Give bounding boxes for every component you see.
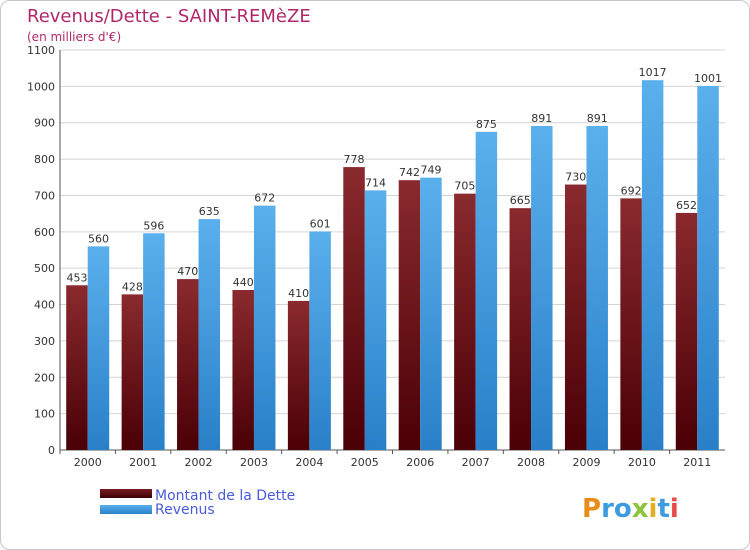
- bar-debt: [398, 180, 421, 450]
- x-tick-label: 2001: [129, 456, 157, 469]
- bar-debt: [675, 212, 698, 450]
- bar-debt: [66, 285, 88, 450]
- y-tick-label: 300: [34, 335, 55, 348]
- data-label: 742: [399, 166, 420, 179]
- bar-debt: [620, 198, 642, 450]
- bar-debt: [454, 193, 476, 451]
- y-tick-label: 1100: [27, 44, 55, 57]
- bar-revenue: [87, 246, 110, 450]
- bar-debt: [509, 208, 532, 450]
- data-label: 1001: [694, 72, 722, 85]
- data-label: 635: [199, 205, 220, 218]
- x-tick-label: 2009: [572, 456, 600, 469]
- data-label: 410: [288, 287, 309, 300]
- data-label: 692: [621, 184, 642, 197]
- bar-revenue: [309, 231, 331, 450]
- data-label: 601: [310, 217, 331, 230]
- bar-revenue: [198, 219, 221, 450]
- x-tick-label: 2002: [185, 456, 213, 469]
- bar-revenue: [697, 86, 719, 450]
- x-tick-label: 2007: [462, 456, 490, 469]
- bar-debt: [177, 279, 199, 450]
- x-tick-label: 2005: [351, 456, 379, 469]
- bar-revenue: [586, 126, 608, 450]
- x-tick-label: 2006: [406, 456, 434, 469]
- x-tick-label: 2010: [628, 456, 656, 469]
- data-label: 672: [254, 192, 275, 205]
- data-label: 596: [143, 219, 164, 232]
- data-label: 470: [177, 265, 198, 278]
- x-tick-label: 2004: [295, 456, 323, 469]
- bar-debt: [121, 294, 144, 450]
- data-label: 705: [454, 180, 475, 193]
- chart-subtitle: (en milliers d'€): [27, 30, 121, 44]
- data-label: 891: [531, 112, 552, 125]
- x-tick-label: 2011: [683, 456, 711, 469]
- x-tick-label: 2003: [240, 456, 268, 469]
- bar-debt: [564, 184, 587, 450]
- y-tick-label: 900: [34, 117, 55, 130]
- data-label: 749: [420, 164, 441, 177]
- data-label: 730: [565, 171, 586, 184]
- bar-debt: [343, 167, 365, 450]
- bar-revenue: [364, 190, 387, 450]
- data-label: 778: [344, 153, 365, 166]
- y-tick-label: 600: [34, 226, 55, 239]
- legend-swatch-revenue: [100, 505, 152, 514]
- y-tick-label: 500: [34, 262, 55, 275]
- bar-debt: [287, 300, 310, 450]
- x-tick-label: 2008: [517, 456, 545, 469]
- y-tick-label: 700: [34, 189, 55, 202]
- x-tick-label: 2000: [74, 456, 102, 469]
- data-label: 652: [676, 199, 697, 212]
- data-label: 891: [587, 112, 608, 125]
- bar-revenue: [143, 233, 165, 450]
- y-tick-label: 200: [34, 371, 55, 384]
- y-tick-label: 400: [34, 299, 55, 312]
- grid: [60, 49, 725, 451]
- bar-revenue: [420, 177, 442, 451]
- data-label: 875: [476, 118, 497, 131]
- data-label: 665: [510, 194, 531, 207]
- chart-title: Revenus/Dette - SAINT-REMèZE: [27, 6, 311, 27]
- data-label: 440: [233, 276, 254, 289]
- bars: [66, 80, 719, 451]
- bar-revenue: [253, 205, 276, 450]
- y-tick-label: 0: [48, 444, 55, 457]
- y-tick-label: 100: [34, 408, 55, 421]
- y-tick-label: 800: [34, 153, 55, 166]
- data-label: 1017: [639, 66, 667, 79]
- legend-swatch-debt: [100, 489, 152, 498]
- data-label: 453: [66, 271, 87, 284]
- data-label: 560: [88, 232, 109, 245]
- bar-revenue: [531, 126, 553, 450]
- bar-revenue: [475, 131, 498, 450]
- axes: 0 100 200 300 400 500 600 700 800 900 1000 1100 2000…: [27, 44, 725, 469]
- bar-revenue: [641, 80, 664, 450]
- legend: Montant de la Dette Revenus: [100, 488, 295, 518]
- legend-label-revenue: Revenus: [155, 502, 215, 518]
- data-label: 714: [365, 176, 386, 189]
- legend-label-debt: Montant de la Dette: [155, 488, 295, 504]
- y-tick-label: 1000: [27, 80, 55, 93]
- data-label: 428: [122, 280, 143, 293]
- bar-debt: [232, 290, 254, 450]
- proxiti-logo: Proxiti: [582, 494, 679, 524]
